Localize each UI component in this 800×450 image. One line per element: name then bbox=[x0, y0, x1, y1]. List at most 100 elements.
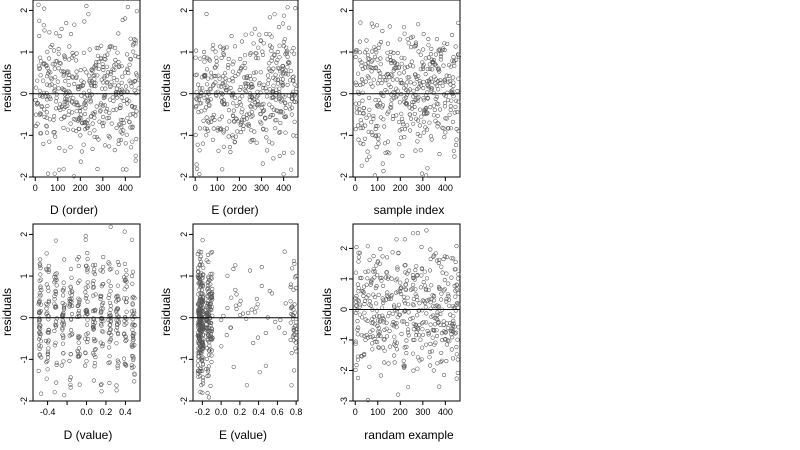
data-point bbox=[60, 341, 66, 346]
data-point bbox=[376, 136, 381, 142]
data-point bbox=[381, 300, 386, 305]
data-point bbox=[96, 59, 101, 65]
data-point bbox=[260, 109, 266, 114]
data-point bbox=[372, 173, 377, 178]
data-point bbox=[280, 72, 286, 77]
x-tick-label: 100 bbox=[50, 183, 65, 193]
data-point bbox=[284, 114, 289, 119]
data-point bbox=[195, 368, 201, 374]
x-tick-label: 400 bbox=[438, 183, 453, 193]
data-point bbox=[260, 49, 265, 54]
data-point bbox=[382, 124, 387, 129]
data-point bbox=[77, 115, 82, 120]
data-point bbox=[425, 166, 430, 171]
data-point bbox=[434, 37, 439, 42]
data-point bbox=[255, 302, 260, 307]
data-point bbox=[269, 69, 274, 74]
ylabel: residuals bbox=[0, 64, 14, 112]
data-point bbox=[419, 114, 424, 119]
data-point bbox=[220, 80, 225, 85]
data-point bbox=[122, 362, 128, 367]
data-point bbox=[76, 84, 81, 89]
data-point bbox=[198, 262, 203, 267]
data-point bbox=[204, 356, 209, 361]
data-point bbox=[454, 98, 459, 103]
data-point bbox=[264, 31, 269, 37]
data-point bbox=[129, 342, 134, 347]
data-point bbox=[67, 44, 72, 49]
data-point bbox=[85, 340, 90, 345]
data-point bbox=[282, 330, 287, 335]
data-point bbox=[243, 65, 248, 70]
data-point bbox=[211, 42, 216, 47]
data-point bbox=[68, 121, 73, 126]
data-point bbox=[83, 363, 88, 368]
data-point bbox=[199, 249, 204, 255]
data-point bbox=[389, 293, 394, 298]
data-point bbox=[428, 341, 433, 346]
data-point bbox=[384, 293, 389, 298]
data-point bbox=[424, 287, 429, 293]
data-point bbox=[223, 76, 228, 81]
data-point bbox=[85, 251, 90, 256]
data-point bbox=[401, 319, 406, 324]
data-point bbox=[292, 82, 297, 87]
data-point bbox=[370, 316, 375, 321]
data-point bbox=[46, 346, 51, 351]
data-point bbox=[199, 324, 204, 329]
data-point bbox=[205, 304, 210, 309]
data-point bbox=[420, 332, 426, 337]
data-point bbox=[356, 255, 361, 260]
data-point bbox=[242, 75, 247, 80]
data-point bbox=[365, 74, 370, 79]
data-point bbox=[91, 285, 96, 290]
data-point bbox=[68, 32, 74, 37]
data-point bbox=[60, 327, 65, 332]
data-point bbox=[434, 101, 440, 106]
data-point bbox=[89, 92, 94, 97]
data-point bbox=[85, 309, 90, 315]
data-point bbox=[275, 58, 280, 63]
data-point bbox=[363, 269, 368, 274]
data-point bbox=[82, 111, 88, 117]
data-point bbox=[221, 144, 226, 149]
y-tick-label: 2 bbox=[179, 232, 189, 237]
data-point bbox=[430, 67, 435, 72]
data-point bbox=[37, 18, 42, 23]
data-point bbox=[442, 47, 447, 53]
data-point bbox=[219, 126, 224, 131]
data-point bbox=[371, 253, 376, 259]
data-point bbox=[211, 112, 216, 117]
data-point bbox=[194, 104, 199, 109]
data-point bbox=[92, 134, 97, 139]
data-point bbox=[254, 305, 259, 310]
x-tick-label: 0.4 bbox=[119, 407, 132, 417]
data-point bbox=[101, 254, 106, 260]
data-point bbox=[415, 131, 420, 137]
data-point bbox=[397, 128, 402, 133]
data-point bbox=[266, 66, 271, 71]
y-tick-label: -2 bbox=[339, 366, 349, 374]
data-point bbox=[439, 291, 444, 296]
data-point bbox=[365, 244, 370, 249]
data-point bbox=[85, 299, 90, 304]
data-point bbox=[52, 390, 57, 395]
data-point bbox=[92, 308, 97, 313]
data-point bbox=[428, 247, 433, 252]
data-point bbox=[46, 56, 52, 61]
data-point bbox=[433, 96, 438, 101]
data-point bbox=[444, 73, 449, 78]
data-point bbox=[131, 335, 136, 340]
data-point bbox=[293, 346, 298, 351]
data-point bbox=[377, 329, 382, 334]
y-tick-label: -1 bbox=[19, 131, 29, 139]
data-point bbox=[280, 81, 285, 86]
data-point bbox=[267, 61, 272, 66]
data-point bbox=[251, 137, 256, 143]
data-point bbox=[275, 81, 280, 86]
data-point bbox=[418, 337, 423, 342]
data-point bbox=[72, 102, 77, 107]
data-point bbox=[255, 335, 261, 340]
data-point bbox=[42, 114, 47, 119]
data-point bbox=[114, 307, 119, 312]
